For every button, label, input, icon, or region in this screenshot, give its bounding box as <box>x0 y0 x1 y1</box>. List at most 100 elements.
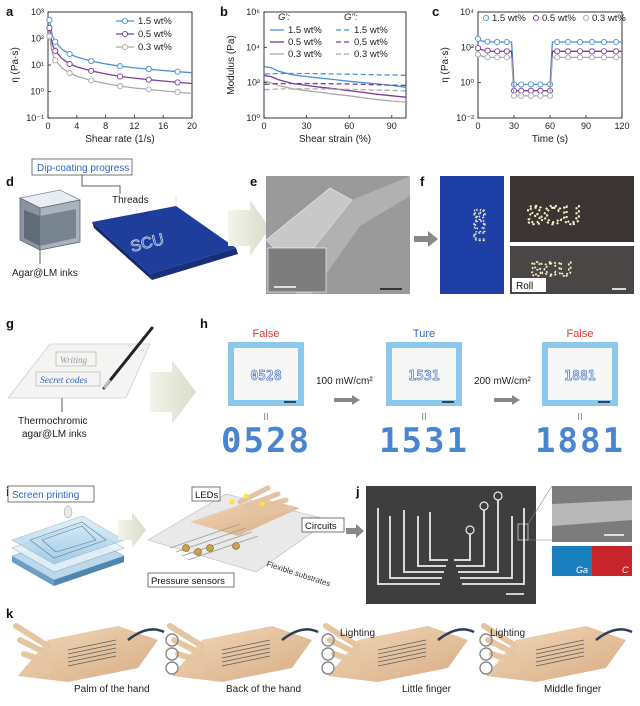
writing-box <box>55 351 97 367</box>
data-point <box>554 48 561 55</box>
state-arrow-1 <box>334 395 360 405</box>
data-point <box>503 54 510 61</box>
state-label: False <box>567 328 594 340</box>
sensor-line <box>67 639 117 651</box>
legend-label: 1.5 wt% <box>288 25 322 36</box>
x-axis-label: Shear rate (1/s) <box>85 134 154 145</box>
caption-back: Back of the hand <box>226 684 301 695</box>
touch-ring <box>165 661 179 675</box>
sensor-line <box>67 647 117 659</box>
touch-ring <box>479 633 493 647</box>
hand-photos <box>13 623 633 682</box>
panel-b: b 0 30 60 90 10⁰ 10² 10⁴ 10⁶ Shear strain (%) Mod… <box>220 4 407 145</box>
flow-arrow-d-e <box>228 200 270 256</box>
panel-label-d: d <box>6 174 14 189</box>
touch-ring <box>321 647 335 661</box>
legend-marker <box>121 17 129 25</box>
lighting-label-2: Lighting <box>490 628 525 639</box>
data-point <box>503 38 510 46</box>
y-tick-label: 10² <box>461 42 474 52</box>
touch-ring <box>321 633 335 647</box>
legend-label: 1.5 wt% <box>492 13 526 24</box>
display-paper <box>234 348 298 400</box>
data-point <box>588 48 596 55</box>
sensor-line <box>221 643 271 655</box>
paper-sheet <box>7 343 151 399</box>
hand-photo <box>479 623 633 682</box>
arrow1-label: 100 mW/cm² <box>316 376 373 387</box>
x-tick-label: 30 <box>509 121 519 131</box>
sensor-line <box>377 655 427 667</box>
chart-b: 0 30 60 90 10⁰ 10² 10⁴ 10⁶ Shear strain (%) Modul… <box>226 7 407 145</box>
panel-label-j: j <box>355 484 360 499</box>
leds-box <box>191 486 221 502</box>
thermochromic-states: False0528II0528Ture1531II1531False1881II… <box>221 328 623 461</box>
hand-photo <box>165 623 319 682</box>
data-point <box>503 48 510 55</box>
data-point <box>527 87 534 94</box>
segment-code: 0528 <box>221 421 311 461</box>
equals-mark: II <box>263 412 269 423</box>
data-point <box>484 38 491 45</box>
data-point <box>145 86 152 93</box>
y-tick-label: 10² <box>247 78 260 88</box>
data-point <box>600 54 608 61</box>
dip-label: Dip-coating progress <box>37 163 129 174</box>
data-point <box>174 79 181 86</box>
x-tick-label: 0 <box>261 121 266 131</box>
data-point <box>46 24 53 32</box>
legend-label: 0.5 wt% <box>288 37 322 48</box>
sensor-line <box>221 647 271 659</box>
ink-beaker <box>18 189 82 251</box>
panel-label-c: c <box>432 4 439 19</box>
finger <box>493 665 519 673</box>
sensor-line <box>377 651 427 663</box>
legend-label: 0.3 wt% <box>354 49 388 60</box>
data-point <box>527 81 534 88</box>
y-tick-label: 10⁶ <box>246 7 260 17</box>
hand-photo <box>321 623 475 682</box>
y-tick-label: 10⁰ <box>246 113 260 123</box>
sensor-pad <box>465 525 475 535</box>
data-point <box>612 48 620 55</box>
x-tick-label: 8 <box>103 121 108 131</box>
data-point <box>116 73 124 80</box>
legend-label: 0.3 wt% <box>288 49 322 60</box>
finger <box>485 637 519 657</box>
roll-scu: SCU <box>530 259 572 281</box>
y-tick-label: 10⁻¹ <box>26 113 44 123</box>
x-tick-label: 4 <box>74 121 79 131</box>
panel-label-k: k <box>6 606 14 621</box>
finger <box>335 665 361 673</box>
legend-label: 1.5 wt% <box>354 25 388 36</box>
ga-label: Ga <box>576 565 588 575</box>
data-point <box>174 68 181 75</box>
data-point <box>66 69 73 77</box>
fabric-photo <box>440 176 504 294</box>
sensors-box <box>147 572 235 588</box>
touch-ring <box>165 647 179 661</box>
y-tick-label: 10⁴ <box>460 7 474 17</box>
legend-marker <box>482 14 490 22</box>
y-axis-label: η (Pa·s) <box>10 47 21 83</box>
series-line <box>264 80 407 103</box>
circuits-label: Circuits <box>305 521 337 532</box>
sensor-line <box>377 643 427 655</box>
x-tick-label: 0 <box>45 121 50 131</box>
printing-stack <box>11 505 125 586</box>
data-point <box>537 87 544 94</box>
touch-ring <box>165 633 179 647</box>
data-point <box>564 48 572 55</box>
leds-label: LEDs <box>195 490 218 501</box>
series-line <box>264 88 407 92</box>
data-point <box>474 51 482 58</box>
hand-photo <box>13 623 165 682</box>
ga-map <box>552 546 592 576</box>
sensor-line <box>535 643 585 655</box>
finger <box>489 651 519 665</box>
panel-label-f: f <box>420 174 425 189</box>
data-point <box>588 54 596 61</box>
hand-on-substrate <box>147 485 331 573</box>
roll-label: Roll <box>516 281 533 292</box>
state-label: False <box>253 328 280 340</box>
